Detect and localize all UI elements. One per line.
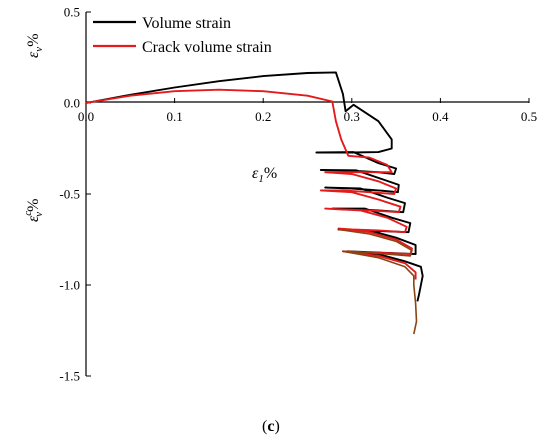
panel-open: ( [262,418,267,435]
legend-label-crack-volume-strain: Crack volume strain [142,39,272,56]
series-line-1 [85,71,424,302]
y-tick-label: 0.0 [64,96,80,111]
y-ticks: 0.5 0.0 -0.5 -1.0 -1.5 [59,5,91,384]
y-label-bottom-sup: c [22,211,34,216]
x-tick-label: 0.0 [78,109,94,124]
panel-label: (c) [262,418,280,435]
series-line-3 [338,228,418,335]
y-axis-label-bottom: εcv% [22,199,45,222]
x-axis-label: ε1% [252,165,277,185]
series-line-2 [85,88,417,280]
x-label-symbol: ε [252,165,259,182]
panel-close: ) [274,418,279,435]
y-axis-label-top: εv% [25,33,45,58]
legend-label-volume-strain: Volume strain [142,15,231,32]
y-tick-label: -1.0 [59,278,80,293]
y-label-bottom-sub: v [33,212,45,217]
x-tick-label: 0.4 [432,109,449,124]
y-label-bottom-symbol: ε [25,215,42,222]
y-label-top-sub: v [33,47,45,52]
x-tick-label: 0.2 [255,109,271,124]
x-label-unit: % [264,165,277,182]
y-label-top-unit: % [25,33,42,46]
y-label-bottom-unit: % [25,199,42,212]
panel-letter: c [267,418,274,435]
x-tick-label: 0.5 [521,109,537,124]
y-label-top-symbol: ε [25,51,42,58]
x-tick-label: 0.1 [166,109,182,124]
y-tick-label: -1.5 [59,369,80,384]
x-ticks: 0.0 0.1 0.2 0.3 0.4 0.5 [78,98,537,124]
series-layer [85,71,424,335]
legend: Volume strain Crack volume strain [93,15,272,56]
x-label-sub: 1 [258,173,264,185]
x-tick-label: 0.3 [344,109,360,124]
y-tick-label: -0.5 [59,187,80,202]
y-tick-label: 0.5 [64,5,80,20]
